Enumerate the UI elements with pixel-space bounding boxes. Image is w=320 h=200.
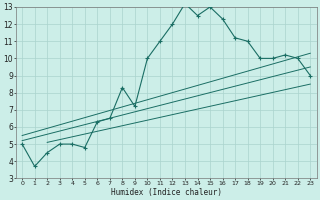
X-axis label: Humidex (Indice chaleur): Humidex (Indice chaleur)	[111, 188, 222, 197]
